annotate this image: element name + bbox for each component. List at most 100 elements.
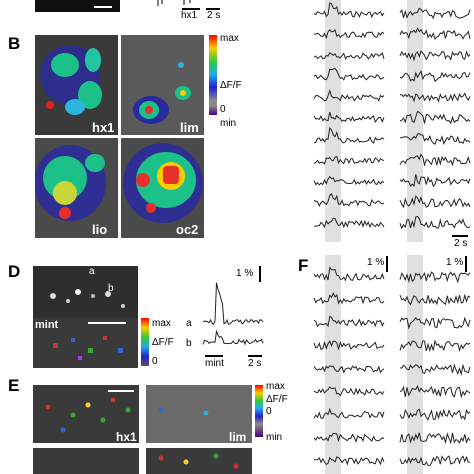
panel-letter-d: D [8,262,21,281]
traces-b-right [313,0,471,242]
trace-left [313,29,385,40]
time-scale-d: 2 s [248,358,262,369]
trace-right [399,133,471,146]
image-d-fluorescence [33,266,138,318]
panel-letter-b: B [8,34,21,53]
scale-bar-e [108,390,134,392]
trace-left [313,340,385,351]
trace-left [313,52,385,60]
colorbar-e [255,385,263,437]
colorbar-b-min: min [220,118,237,129]
image-hx1 [35,35,118,135]
top-strip-image [35,0,120,12]
trace-left [313,111,385,124]
top-time-label: 2 s [207,10,221,21]
panel-letter-f: F [298,256,309,275]
trace-left [313,193,385,207]
colorbar-b-metric: ΔF/F [220,80,242,91]
cell-a-label: a [89,266,95,277]
trace-left [313,365,385,374]
trace-right [399,7,471,20]
trace-left [313,456,385,466]
colorbar-d-metric: ΔF/F [152,337,174,348]
colorbar-e-zero: 0 [266,406,272,417]
colorbar-b [209,35,217,115]
colorbar-d-max: max [152,318,171,329]
trace-left [313,386,385,397]
label-e-hx1: hx1 [116,430,137,444]
traces-f [313,255,471,474]
amp-scale-bar-d [259,266,261,282]
amp-scale-f1: 1 % [367,257,385,268]
trace-right [399,293,471,306]
trace-a [202,282,264,326]
trace-right [399,271,471,284]
overlay-label-mint: mint [35,319,59,331]
colorbar-e-min: min [266,432,283,443]
label-oc2: oc2 [176,222,199,237]
trace-left [313,432,385,443]
stim-label-d: mint [205,358,224,369]
label-lim: lim [180,120,199,135]
top-scale-bar [94,6,112,8]
image-e-hx1 [33,385,139,443]
colorbar-d [141,318,149,366]
label-hx1: hx1 [92,120,115,135]
label-lio: lio [92,222,108,237]
image-e-lim [146,385,252,443]
trace-right [399,316,471,330]
trace-b-label: b [186,338,192,349]
trace-right [399,432,471,445]
trace-right [399,339,471,353]
trace-left [313,407,385,419]
trace-right [399,50,471,62]
top-traces-fragment [157,0,220,10]
trace-right [399,174,471,188]
trace-right [399,455,471,467]
colorbar-b-max: max [220,33,239,44]
trace-left [313,175,385,186]
trace-left [313,2,385,19]
trace-left [313,315,385,328]
trace-right [399,195,471,209]
trace-right [399,408,471,421]
trace-left [313,266,385,282]
amp-scale-bar-f2 [465,256,467,272]
trace-right [399,384,471,399]
trace-right [399,153,471,167]
trace-right [399,363,471,376]
image-lio [35,138,118,238]
colorbar-e-max: max [266,381,285,392]
colorbar-d-zero: 0 [152,356,158,367]
trace-right [399,110,471,125]
time-scale-bar-b [452,235,468,237]
image-d-overlay [33,318,138,368]
colorbar-b-zero: 0 [220,104,226,115]
trace-right [400,92,471,103]
trace-right [399,216,471,230]
top-bar-label: hx1 [181,10,198,21]
image-lim [121,35,204,135]
overlay-scale-bar [88,322,126,324]
time-scale-bar-d [248,355,262,357]
amp-scale-f2: 1 % [446,257,464,268]
image-e-bottom-right [146,448,252,474]
trace-right [399,70,471,83]
cell-b-label: b [108,283,114,294]
trace-left [313,88,385,102]
label-e-lim: lim [229,430,247,444]
stim-bar-d [205,355,223,357]
trace-left [313,217,385,229]
amp-scale-d: 1 % [236,268,254,279]
image-oc2 [121,138,204,238]
trace-b [202,329,264,346]
colorbar-e-metric: ΔF/F [266,394,288,405]
trace-left [313,291,385,305]
image-e-bottom-left [33,448,139,474]
panel-letter-e: E [8,376,20,395]
traces-d [202,282,264,346]
trace-left [313,67,385,81]
trace-left [313,126,385,144]
trace-left [313,155,385,165]
time-scale-b: 2 s [454,238,468,249]
